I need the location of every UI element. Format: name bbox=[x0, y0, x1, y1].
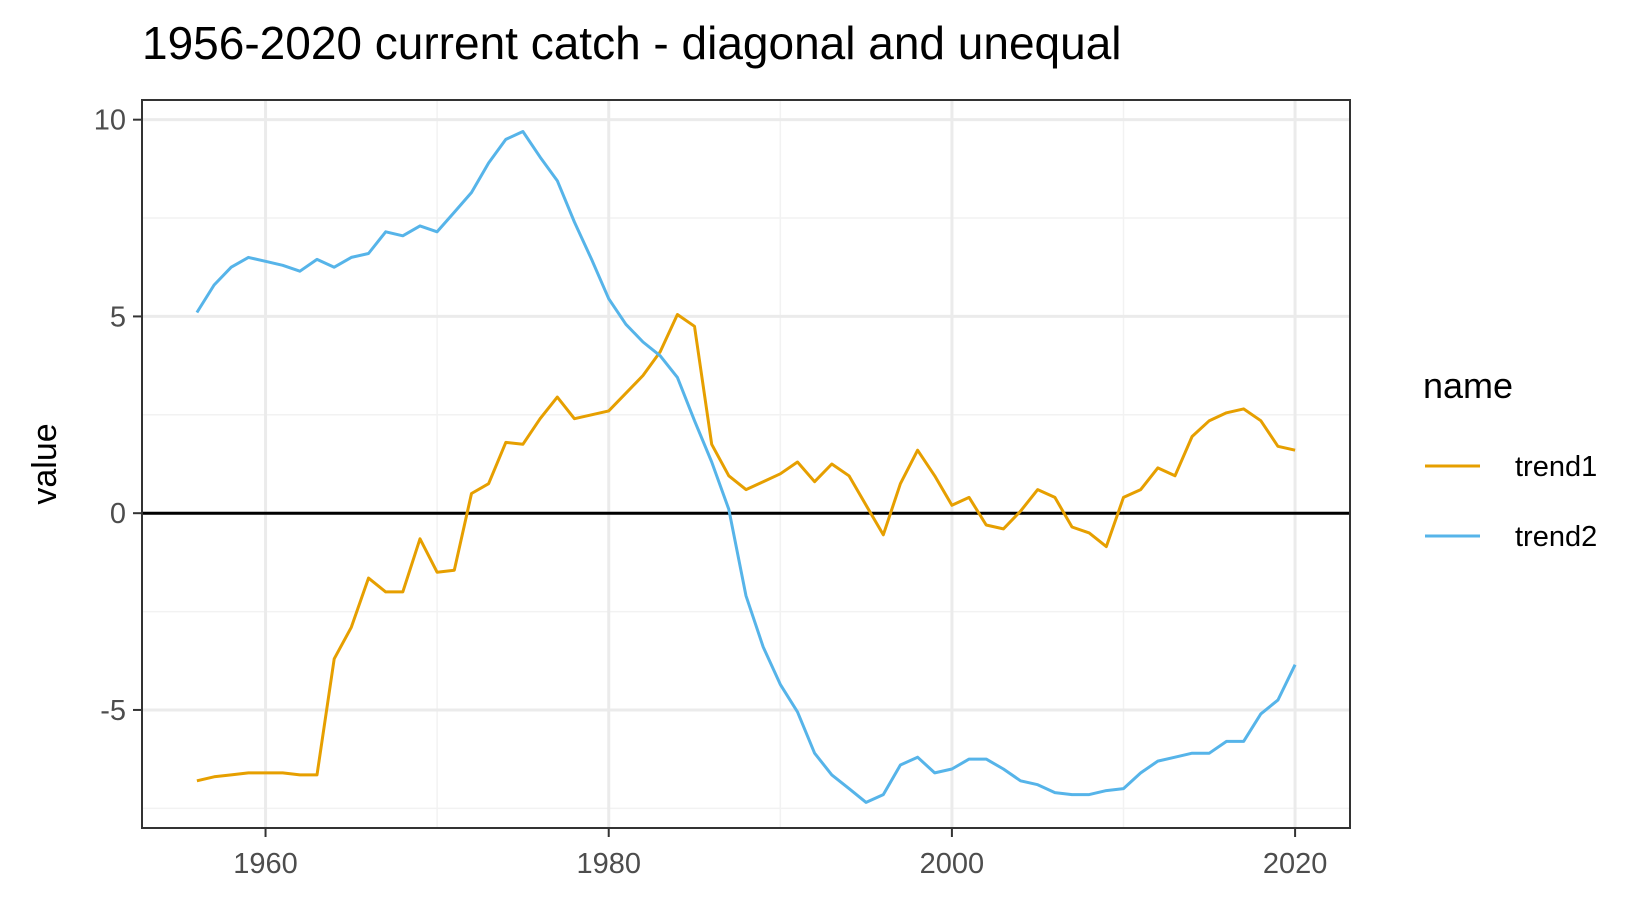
legend: name trend1 trend2 bbox=[1423, 365, 1597, 553]
y-tick-label: 10 bbox=[94, 105, 126, 137]
y-tick-label: -5 bbox=[100, 695, 126, 727]
x-tick-label: 2020 bbox=[1263, 848, 1328, 880]
panel-background bbox=[142, 100, 1350, 828]
x-tick-label: 1980 bbox=[576, 848, 641, 880]
legend-label-trend2: trend2 bbox=[1515, 521, 1597, 553]
minor-gridlines bbox=[142, 100, 1350, 828]
legend-label-trend1: trend1 bbox=[1515, 451, 1597, 483]
series-line-trend1 bbox=[196, 313, 1296, 783]
x-tick-label: 1960 bbox=[233, 848, 298, 880]
y-tick-label: 5 bbox=[110, 301, 126, 333]
x-axis: 1960 1980 2000 2020 bbox=[233, 828, 1327, 880]
series-layer bbox=[195, 130, 1297, 804]
chart-title: 1956-2020 current catch - diagonal and u… bbox=[142, 17, 1122, 69]
legend-title: name bbox=[1423, 365, 1513, 406]
y-tick-label: 0 bbox=[110, 498, 126, 530]
major-gridlines bbox=[142, 100, 1350, 828]
y-axis: -5 0 5 10 bbox=[94, 105, 142, 727]
y-axis-title: value bbox=[26, 423, 64, 504]
series-line-trend2 bbox=[195, 130, 1297, 804]
x-tick-label: 2000 bbox=[920, 848, 985, 880]
panel-border bbox=[141, 99, 1351, 829]
